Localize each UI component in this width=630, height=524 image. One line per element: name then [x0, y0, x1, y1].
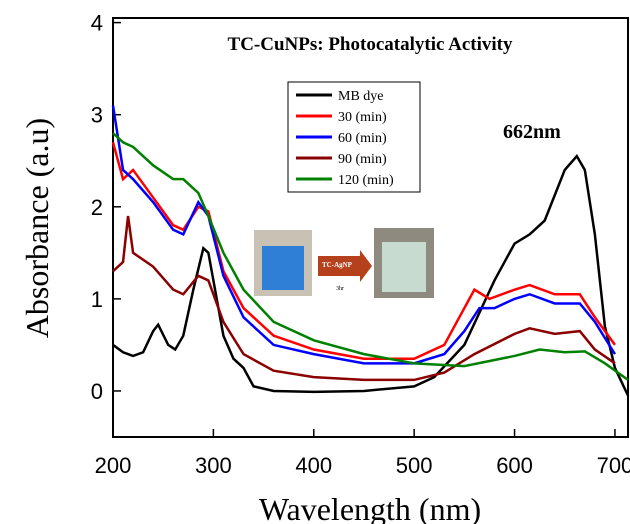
beaker-liquid	[262, 246, 304, 290]
y-axis-label: Absorbance (a.u)	[19, 118, 55, 338]
series-line	[112, 215, 616, 382]
x-tick-label: 400	[295, 453, 332, 478]
legend-label: MB dye	[338, 89, 384, 104]
arrow	[318, 250, 372, 282]
y-tick-label: 2	[91, 195, 103, 220]
x-tick-label: 500	[396, 453, 433, 478]
chart-title: TC-CuNPs: Photocatalytic Activity	[228, 34, 513, 55]
inset	[254, 228, 434, 298]
x-axis-label: Wavelength (nm)	[259, 491, 481, 524]
legend-label: 30 (min)	[338, 110, 387, 125]
y-tick-label: 4	[91, 11, 103, 36]
x-tick-label: 600	[496, 453, 533, 478]
y-tick-label: 1	[91, 287, 103, 312]
inset-label: 3hr	[336, 286, 344, 292]
x-tick-label: 300	[195, 453, 232, 478]
series-line	[112, 132, 629, 381]
y-tick-label: 0	[91, 379, 103, 404]
beaker-liquid	[382, 242, 426, 292]
legend-label: 90 (min)	[338, 152, 387, 167]
plot-frame	[112, 17, 629, 438]
legend-label: 120 (min)	[338, 173, 394, 188]
x-tick-label: 700	[597, 453, 630, 478]
peak-annotation: 662nm	[503, 121, 561, 143]
legend-label: 60 (min)	[338, 131, 387, 146]
series-line	[111, 105, 617, 365]
y-tick-label: 3	[91, 103, 103, 128]
series-line	[111, 141, 616, 360]
series-line	[112, 153, 630, 397]
x-tick-label: 200	[95, 453, 132, 478]
inset-label: TC-AgNP	[322, 261, 353, 269]
